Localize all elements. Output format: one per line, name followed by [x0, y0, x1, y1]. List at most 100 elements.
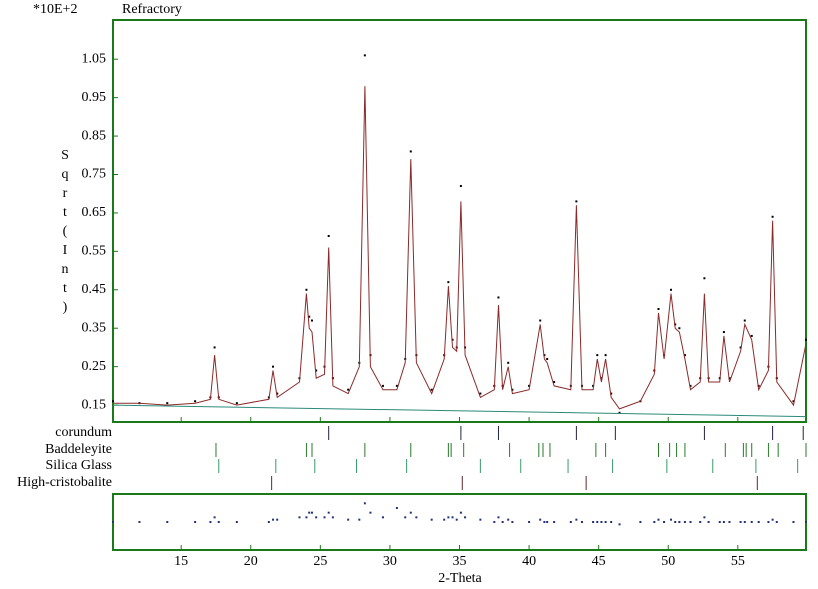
x-tick-label: 25	[313, 554, 327, 569]
observed-point	[451, 338, 454, 341]
difference-point	[739, 521, 742, 523]
difference-point	[674, 521, 677, 523]
difference-point	[657, 518, 660, 521]
observed-point	[805, 338, 807, 341]
difference-point	[194, 521, 197, 523]
observed-point	[757, 384, 760, 387]
difference-point	[757, 521, 760, 523]
difference-point	[363, 502, 366, 505]
observed-point	[381, 384, 384, 387]
difference-point	[451, 516, 454, 519]
observed-point	[272, 365, 275, 368]
difference-point	[718, 521, 721, 523]
observed-point	[497, 296, 500, 299]
x-tick-label: 50	[661, 554, 675, 569]
observed-point	[743, 319, 746, 322]
difference-point	[213, 516, 216, 519]
observed-point	[689, 384, 692, 387]
phase-label: Silica Glass	[46, 458, 113, 473]
x-tick-label: 15	[174, 554, 188, 569]
difference-point	[750, 521, 753, 523]
x-tick-label: 55	[731, 554, 745, 569]
difference-point	[703, 516, 706, 519]
difference-point	[415, 516, 418, 519]
difference-point	[315, 516, 318, 519]
difference-point	[580, 521, 583, 523]
observed-point	[739, 346, 742, 349]
observed-point	[213, 346, 216, 349]
y-axis-label: Sqrt(Int)	[58, 148, 73, 319]
difference-point	[347, 518, 350, 521]
difference-point	[639, 521, 642, 523]
y-tick-label: 0.15	[82, 397, 107, 412]
observed-point	[511, 388, 514, 391]
difference-point	[501, 521, 504, 523]
difference-point	[596, 521, 599, 523]
difference-point	[653, 521, 656, 523]
observed-point	[604, 354, 607, 357]
observed-point	[528, 384, 531, 387]
y-tick-label: 0.65	[82, 205, 107, 220]
difference-point	[327, 511, 330, 514]
observed-point	[771, 215, 774, 218]
y-tick-label: 0.85	[82, 128, 107, 143]
observed-point	[618, 411, 621, 414]
difference-point	[767, 521, 770, 523]
observed-point	[308, 315, 311, 318]
difference-point	[272, 518, 275, 521]
y-tick-label: 0.45	[82, 282, 107, 297]
y-tick-label: 0.55	[82, 244, 107, 259]
scale-label: *10E+2	[33, 2, 77, 17]
observed-point	[596, 354, 599, 357]
difference-point	[771, 518, 774, 521]
difference-point	[743, 521, 746, 523]
y-tick-label: 0.25	[82, 359, 107, 374]
x-tick-label: 30	[383, 554, 397, 569]
x-tick-label: 20	[244, 554, 258, 569]
phase-label: corundum	[55, 425, 112, 440]
observed-point	[112, 400, 114, 403]
difference-point	[569, 521, 572, 523]
observed-point	[507, 361, 510, 364]
calculated-line	[113, 86, 807, 410]
observed-point	[683, 354, 686, 357]
difference-point	[546, 521, 549, 523]
observed-point	[305, 288, 308, 291]
difference-point	[209, 521, 212, 523]
phase-label: Baddeleyite	[45, 442, 112, 457]
observed-point	[479, 392, 482, 395]
difference-point	[308, 511, 311, 514]
observed-point	[459, 185, 462, 188]
difference-point	[728, 521, 731, 523]
difference-point	[543, 521, 546, 523]
difference-point	[678, 521, 681, 523]
difference-point	[497, 516, 500, 519]
observed-point	[315, 369, 318, 372]
observed-point	[327, 234, 330, 237]
observed-point	[575, 200, 578, 203]
observed-point	[592, 384, 595, 387]
observed-point	[447, 281, 450, 284]
difference-point	[404, 516, 407, 519]
difference-point	[592, 521, 595, 523]
background-line	[112, 404, 807, 418]
observed-point	[363, 54, 366, 57]
difference-point	[493, 521, 496, 523]
plot-frame	[112, 19, 807, 423]
x-tick-label: 35	[453, 554, 467, 569]
observed-point	[347, 388, 350, 391]
observed-point	[546, 357, 549, 360]
observed-point	[792, 400, 795, 403]
difference-point	[792, 521, 795, 523]
observed-point	[166, 402, 169, 405]
difference-point	[600, 521, 603, 523]
difference-point	[507, 518, 510, 521]
difference-point	[112, 521, 114, 523]
difference-point	[459, 511, 462, 514]
observed-point	[409, 150, 412, 153]
difference-point	[358, 518, 361, 521]
difference-point	[267, 521, 270, 523]
y-tick-label: 0.95	[82, 90, 107, 105]
difference-point	[235, 521, 238, 523]
